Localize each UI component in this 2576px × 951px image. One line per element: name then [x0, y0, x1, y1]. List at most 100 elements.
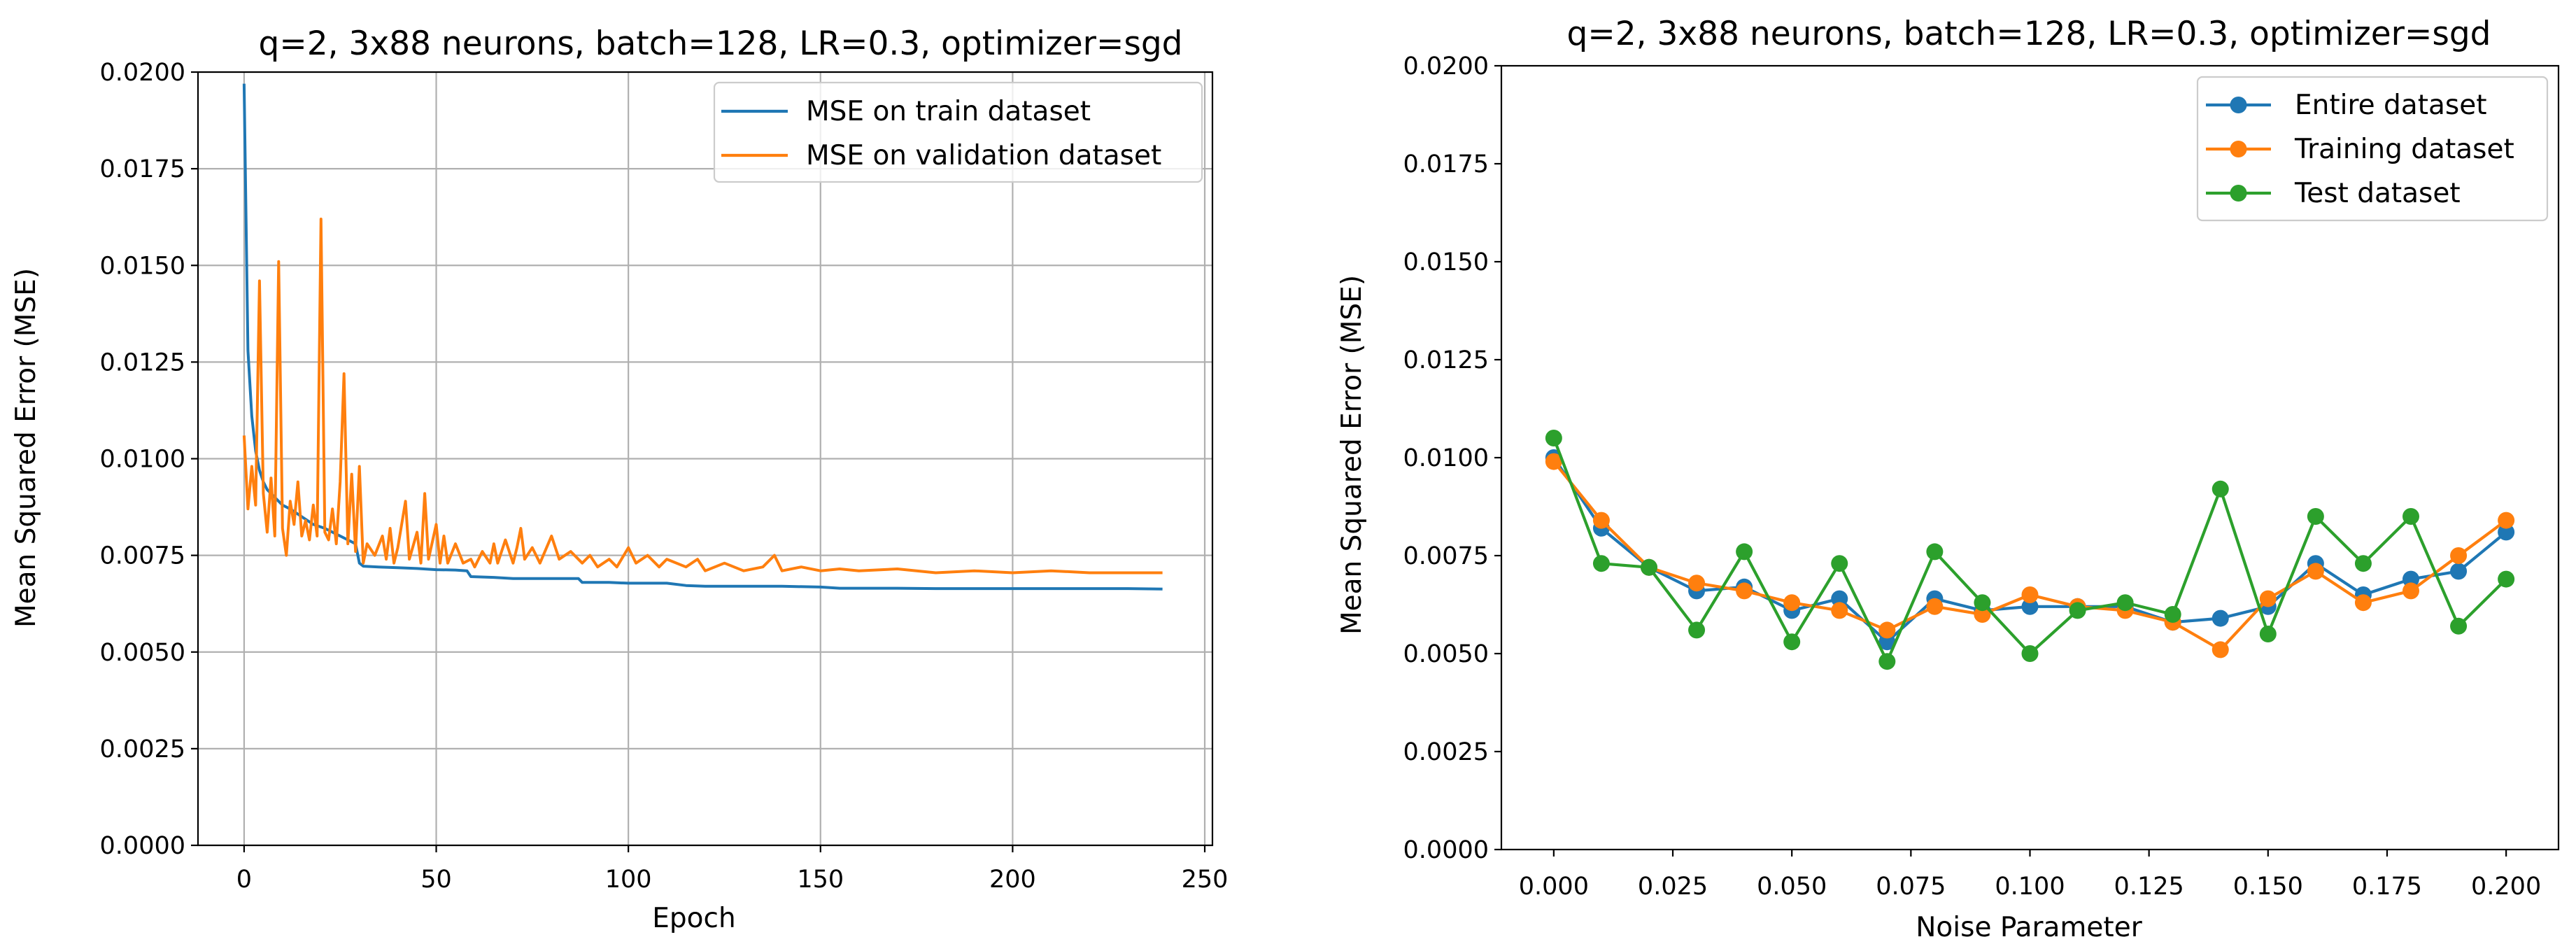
data-point-training-dataset [1688, 575, 1706, 592]
x-tick-label: 0.200 [2471, 873, 2541, 901]
data-point-training-dataset [2450, 547, 2468, 564]
data-point-training-dataset [1926, 598, 1944, 615]
data-point-test-dataset [2116, 594, 2134, 612]
x-tick-label: 50 [420, 866, 452, 894]
x-tick-label: 0.175 [2352, 873, 2422, 901]
data-point-entire-dataset [1831, 590, 1848, 607]
y-tick-label: 0.0025 [100, 735, 185, 763]
x-tick-label: 0.100 [1995, 873, 2065, 901]
x-tick-label: 0.025 [1638, 873, 1708, 901]
y-axis-label: Mean Squared Error (MSE) [10, 268, 42, 628]
series-line-mse-on-train-dataset [242, 83, 1163, 591]
data-point-test-dataset [1878, 653, 1896, 670]
data-point-test-dataset [1783, 633, 1801, 651]
data-point-test-dataset [1592, 555, 1610, 572]
data-point-training-dataset [2354, 594, 2372, 612]
legend-box [713, 81, 1203, 183]
data-point-test-dataset [1545, 430, 1562, 446]
legend-marker-training-dataset [2230, 141, 2247, 157]
chart-title: q=2, 3x88 neurons, batch=128, LR=0.3, op… [1566, 15, 2491, 53]
y-tick-label: 0.0200 [100, 59, 185, 87]
data-point-test-dataset [2069, 602, 2086, 619]
data-point-training-dataset [2211, 641, 2229, 658]
data-point-test-dataset [1688, 621, 1706, 639]
y-tick-label: 0.0075 [1403, 542, 1489, 570]
y-tick-label: 0.0050 [1403, 640, 1489, 668]
x-tick-label: 200 [989, 866, 1036, 894]
data-point-test-dataset [1640, 558, 1657, 576]
y-tick-label: 0.0025 [1403, 738, 1489, 766]
x-tick-label: 250 [1182, 866, 1229, 894]
y-tick-label: 0.0125 [1403, 346, 1489, 374]
data-point-training-dataset [1831, 602, 1848, 619]
x-tick-label: 0.150 [2233, 873, 2303, 901]
x-tick-label: 0 [236, 866, 252, 894]
chart-title: q=2, 3x88 neurons, batch=128, LR=0.3, op… [258, 24, 1182, 63]
data-point-entire-dataset [2211, 610, 2229, 627]
legend: MSE on train dataset MSE on validation da… [713, 81, 1203, 183]
y-tick-label: 0.0150 [100, 252, 185, 280]
data-point-test-dataset [2259, 626, 2277, 642]
legend-label-training-dataset: Training dataset [2294, 134, 2514, 165]
y-tick-label: 0.0075 [100, 542, 185, 570]
series-line-mse-on-validation-dataset [242, 218, 1163, 575]
data-point-entire-dataset [1878, 633, 1896, 651]
data-point-entire-dataset [2498, 523, 2515, 541]
y-tick-label: 0.0100 [100, 446, 185, 474]
legend: Entire dataset Training dataset Test datas… [2196, 76, 2549, 222]
y-tick-label: 0.0125 [100, 348, 185, 376]
data-point-test-dataset [2498, 570, 2515, 588]
y-tick-label: 0.0150 [1403, 248, 1489, 276]
noise-parameter-chart: q=2, 3x88 neurons, batch=128, LR=0.3, op… [1336, 15, 2560, 943]
legend-label-entire-dataset: Entire dataset [2295, 90, 2487, 121]
data-point-training-dataset [1592, 512, 1610, 529]
data-point-training-dataset [1878, 621, 1896, 639]
y-tick-label: 0.0000 [1403, 836, 1489, 864]
y-tick-label: 0.0050 [100, 639, 185, 667]
data-point-entire-dataset [2450, 563, 2468, 580]
data-point-training-dataset [1545, 453, 1562, 470]
legend-marker-test-dataset [2230, 185, 2247, 202]
legend-box [2196, 76, 2549, 222]
data-point-test-dataset [2164, 606, 2181, 623]
x-tick-label: 0.075 [1876, 873, 1946, 901]
data-point-test-dataset [1736, 543, 1753, 561]
data-point-test-dataset [1926, 543, 1944, 561]
data-point-test-dataset [1974, 594, 1991, 612]
data-point-test-dataset [2307, 508, 2324, 525]
x-axis-label: Epoch [652, 903, 735, 934]
y-tick-label: 0.0100 [1403, 444, 1489, 472]
x-tick-label: 150 [797, 866, 844, 894]
data-point-entire-dataset [2402, 570, 2420, 588]
y-tick-label: 0.0175 [100, 155, 185, 183]
x-axis-label: Noise Parameter [1916, 912, 2142, 943]
data-point-test-dataset [2211, 480, 2229, 498]
legend-label-test-dataset: Test dataset [2294, 178, 2461, 209]
data-point-training-dataset [2402, 582, 2420, 600]
data-point-test-dataset [2354, 555, 2372, 572]
data-point-training-dataset [1783, 594, 1801, 612]
x-tick-label: 100 [605, 866, 652, 894]
data-point-entire-dataset [2021, 598, 2039, 615]
x-tick-label: 0.000 [1519, 873, 1589, 901]
data-point-training-dataset [2498, 512, 2515, 529]
x-tick-label: 0.125 [2114, 873, 2184, 901]
data-point-training-dataset [2259, 590, 2277, 607]
data-point-test-dataset [2402, 508, 2420, 525]
data-point-training-dataset [2307, 563, 2324, 580]
legend-label-mse-on-train-dataset: MSE on train dataset [806, 96, 1091, 127]
data-point-training-dataset [2021, 586, 2039, 603]
y-tick-label: 0.0200 [1403, 52, 1489, 80]
data-point-test-dataset [2021, 645, 2039, 662]
training-curve-chart: q=2, 3x88 neurons, batch=128, LR=0.3, op… [10, 24, 1228, 934]
legend-marker-entire-dataset [2230, 97, 2247, 113]
y-axis-label: Mean Squared Error (MSE) [1336, 275, 1368, 635]
x-tick-label: 0.050 [1757, 873, 1827, 901]
data-point-training-dataset [1736, 582, 1753, 600]
y-tick-label: 0.0175 [1403, 150, 1489, 178]
data-point-test-dataset [2450, 617, 2468, 635]
legend-label-mse-on-validation-dataset: MSE on validation dataset [806, 140, 1161, 171]
data-point-training-dataset [1974, 606, 1991, 623]
